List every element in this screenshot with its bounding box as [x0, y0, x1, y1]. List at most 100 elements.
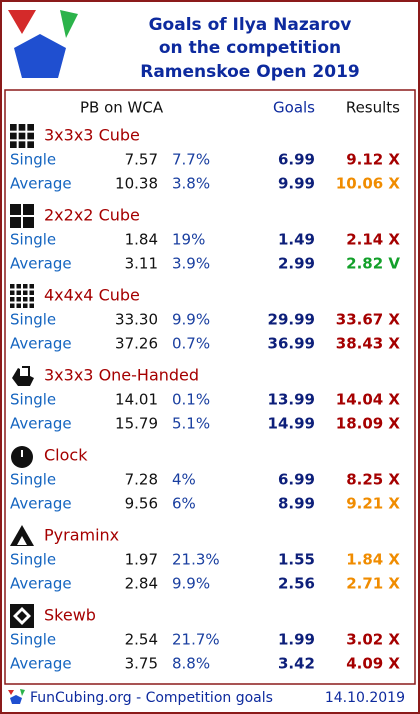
icon-cell	[10, 124, 17, 131]
row-label: Average	[10, 255, 72, 273]
result-value: 9.21 X	[346, 495, 400, 513]
goal-value: 3.42	[278, 655, 315, 673]
event-icon	[10, 204, 34, 228]
result-value: 14.04 X	[336, 391, 401, 409]
icon-cell	[29, 303, 34, 308]
pb-value: 9.56	[125, 495, 158, 513]
row-label: Average	[10, 415, 72, 433]
result-value: 38.43 X	[336, 335, 401, 353]
pb-value: 1.97	[125, 551, 158, 569]
event-name: Pyraminx	[44, 526, 119, 545]
event-icon	[10, 124, 34, 148]
result-value: 3.02 X	[346, 631, 400, 649]
icon-cell	[23, 284, 28, 289]
title-line: Ramenskoe Open 2019	[140, 62, 360, 82]
goal-value: 6.99	[278, 151, 315, 169]
icon-cell	[10, 217, 21, 228]
icon-cell	[10, 132, 17, 140]
icon-cell	[10, 290, 15, 295]
result-value: 9.12 X	[346, 151, 400, 169]
icon-cell	[27, 132, 34, 140]
icon-cell	[18, 141, 26, 148]
event-icon	[10, 525, 34, 546]
title-line: Goals of Ilya Nazarov	[149, 15, 352, 35]
row-label: Average	[10, 335, 72, 353]
percent-value: 8.8%	[172, 655, 210, 673]
goal-value: 1.49	[278, 231, 315, 249]
event-name: 4x4x4 Cube	[44, 286, 140, 305]
column-header: PB on WCA	[80, 99, 164, 117]
goal-value: 13.99	[268, 391, 315, 409]
percent-value: 21.7%	[172, 631, 220, 649]
title-line: on the competition	[159, 38, 341, 58]
footer-site: FunCubing.org - Competition goals	[30, 690, 273, 706]
icon-cell	[27, 124, 34, 131]
row-label: Single	[10, 151, 56, 169]
row-label: Single	[10, 391, 56, 409]
pb-value: 33.30	[115, 311, 158, 329]
icon-cell	[29, 297, 34, 302]
icon-cell	[10, 204, 21, 215]
event-name: 3x3x3 Cube	[44, 126, 140, 145]
icon-cell	[16, 284, 21, 289]
percent-value: 3.9%	[172, 255, 210, 273]
icon-cell	[10, 284, 15, 289]
icon-cell	[23, 297, 28, 302]
icon-cell	[16, 290, 21, 295]
row-label: Single	[10, 471, 56, 489]
pb-value: 14.01	[115, 391, 158, 409]
icon-cell	[18, 124, 26, 131]
result-value: 33.67 X	[336, 311, 401, 329]
percent-value: 21.3%	[172, 551, 220, 569]
logo	[8, 10, 78, 78]
icon-cell	[29, 284, 34, 289]
goal-value: 2.99	[278, 255, 315, 273]
row-label: Single	[10, 231, 56, 249]
percent-value: 7.7%	[172, 151, 210, 169]
result-value: 4.09 X	[346, 655, 400, 673]
goal-value: 2.56	[278, 575, 315, 593]
row-label: Single	[10, 551, 56, 569]
pb-value: 3.11	[125, 255, 158, 273]
icon-cell	[16, 303, 21, 308]
pb-value: 1.84	[125, 231, 158, 249]
row-label: Average	[10, 655, 72, 673]
goal-value: 1.99	[278, 631, 315, 649]
percent-value: 9.9%	[172, 311, 210, 329]
pb-value: 2.54	[125, 631, 158, 649]
event-name: 3x3x3 One-Handed	[44, 366, 199, 385]
result-value: 18.09 X	[336, 415, 401, 433]
icon-shape	[17, 611, 27, 621]
result-value: 10.06 X	[336, 175, 401, 193]
percent-value: 19%	[172, 231, 205, 249]
event-icon	[10, 604, 34, 628]
percent-value: 0.7%	[172, 335, 210, 353]
row-label: Single	[10, 631, 56, 649]
event-name: Clock	[44, 446, 88, 465]
pb-value: 15.79	[115, 415, 158, 433]
icon-cell	[27, 141, 34, 148]
event-icon	[11, 446, 33, 468]
icon-cell	[18, 132, 26, 140]
goal-value: 36.99	[268, 335, 315, 353]
row-label: Average	[10, 495, 72, 513]
pb-value: 2.84	[125, 575, 158, 593]
pb-value: 37.26	[115, 335, 158, 353]
event-name: Skewb	[44, 606, 96, 625]
percent-value: 9.9%	[172, 575, 210, 593]
result-value: 1.84 X	[346, 551, 400, 569]
icon-cell	[23, 290, 28, 295]
row-label: Single	[10, 311, 56, 329]
goal-value: 6.99	[278, 471, 315, 489]
icon-cell	[23, 204, 34, 215]
result-value: 2.71 X	[346, 575, 400, 593]
row-label: Average	[10, 575, 72, 593]
event-name: 2x2x2 Cube	[44, 206, 140, 225]
pb-value: 7.57	[125, 151, 158, 169]
footer-date: 14.10.2019	[325, 690, 405, 706]
result-value: 2.82 V	[346, 255, 400, 273]
pb-value: 10.38	[115, 175, 158, 193]
pb-value: 7.28	[125, 471, 158, 489]
